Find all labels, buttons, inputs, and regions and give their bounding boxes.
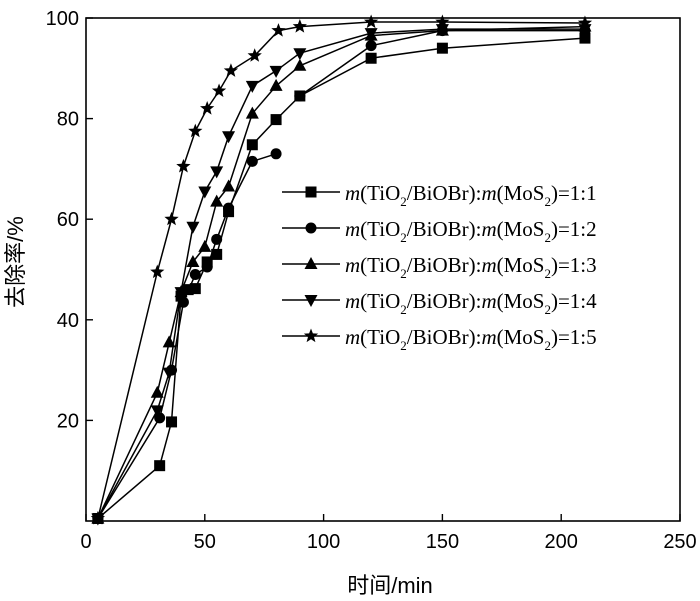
data-point xyxy=(294,90,306,102)
series-line xyxy=(97,21,586,519)
data-point xyxy=(186,254,200,267)
legend-item-3: m(TiO2/BiOBr):m(MoS2)=1:3 xyxy=(282,253,597,281)
y-axis-title: 去除率/% xyxy=(3,216,28,308)
data-point xyxy=(246,155,258,167)
data-point xyxy=(189,269,201,281)
data-point xyxy=(162,335,176,348)
data-point xyxy=(211,248,223,260)
data-point xyxy=(577,15,593,30)
legend-item-5: m(TiO2/BiOBr):m(MoS2)=1:5 xyxy=(282,325,597,353)
series-line xyxy=(97,25,586,519)
data-point xyxy=(245,106,259,119)
legend-label: m(TiO2/BiOBr):m(MoS2)=1:2 xyxy=(345,217,597,245)
data-point xyxy=(269,78,283,91)
data-point xyxy=(579,32,591,44)
series-1 xyxy=(92,32,591,524)
data-point xyxy=(150,264,165,279)
data-point xyxy=(211,233,223,245)
data-point xyxy=(211,83,227,97)
data-point xyxy=(201,261,213,273)
data-point xyxy=(154,460,166,472)
data-point xyxy=(176,158,191,173)
data-point xyxy=(166,416,178,428)
plot-area xyxy=(90,14,593,526)
series-line xyxy=(97,37,586,520)
y-tick-label: 40 xyxy=(57,310,79,332)
x-tick-label: 250 xyxy=(663,531,696,553)
legend-marker xyxy=(303,328,319,343)
data-point xyxy=(174,287,188,300)
data-point xyxy=(435,14,450,29)
x-tick-label: 0 xyxy=(80,531,91,553)
series-line xyxy=(97,28,585,519)
y-tick-label: 60 xyxy=(57,209,79,231)
data-point xyxy=(210,194,224,207)
legend-label: m(TiO2/BiOBr):m(MoS2)=1:1 xyxy=(345,181,597,209)
data-point xyxy=(200,101,215,115)
x-tick-label: 150 xyxy=(426,531,459,553)
data-point xyxy=(363,14,379,29)
data-point xyxy=(365,40,377,52)
legend-marker xyxy=(304,295,318,307)
data-point xyxy=(164,211,179,226)
series-line xyxy=(299,29,585,97)
legend-label: m(TiO2/BiOBr):m(MoS2)=1:4 xyxy=(345,289,597,317)
data-point xyxy=(210,166,224,179)
data-point xyxy=(223,202,235,214)
legend-marker xyxy=(305,222,317,234)
data-point xyxy=(293,58,307,71)
plot-frame xyxy=(85,17,681,522)
data-point xyxy=(198,186,212,199)
y-tick-label: 80 xyxy=(57,109,79,131)
legend-item-2: m(TiO2/BiOBr):m(MoS2)=1:2 xyxy=(282,217,597,245)
legend-label: m(TiO2/BiOBr):m(MoS2)=1:3 xyxy=(345,253,597,281)
data-point xyxy=(245,80,259,93)
data-point xyxy=(364,28,378,41)
data-point xyxy=(189,283,201,295)
data-point xyxy=(186,221,200,234)
x-tick-label: 200 xyxy=(545,531,578,553)
data-point xyxy=(271,23,286,37)
data-point xyxy=(246,139,258,151)
data-point xyxy=(270,114,282,126)
data-point xyxy=(162,367,176,380)
legend-item-4: m(TiO2/BiOBr):m(MoS2)=1:4 xyxy=(282,289,597,317)
data-point xyxy=(269,65,283,78)
legend-label: m(TiO2/BiOBr):m(MoS2)=1:5 xyxy=(345,325,597,353)
data-point xyxy=(222,131,236,144)
data-point xyxy=(436,42,448,54)
data-point xyxy=(222,179,236,192)
data-point xyxy=(365,52,377,64)
series-line xyxy=(97,153,277,519)
data-point xyxy=(150,385,164,398)
y-tick-label: 20 xyxy=(57,410,79,432)
series-5 xyxy=(90,14,593,525)
data-point xyxy=(293,48,307,61)
y-tick-label: 100 xyxy=(46,8,79,30)
data-point xyxy=(198,239,212,252)
axes: 0 50 100 150 200 250 20 40 60 80 100 xyxy=(46,8,697,553)
data-point xyxy=(247,48,262,62)
data-point xyxy=(150,405,164,418)
x-tick-label: 100 xyxy=(307,531,340,553)
data-point xyxy=(270,148,282,160)
legend-item-1: m(TiO2/BiOBr):m(MoS2)=1:1 xyxy=(282,181,597,209)
data-point xyxy=(90,510,106,525)
legend: m(TiO2/BiOBr):m(MoS2)=1:1 m(TiO2/BiOBr):m… xyxy=(282,181,597,353)
data-point xyxy=(292,19,307,33)
legend-marker xyxy=(305,186,317,198)
legend-marker xyxy=(304,257,318,269)
data-point xyxy=(223,63,239,77)
data-point xyxy=(188,123,203,138)
x-axis-title: 时间/min xyxy=(347,573,433,598)
x-tick-label: 50 xyxy=(194,531,216,553)
